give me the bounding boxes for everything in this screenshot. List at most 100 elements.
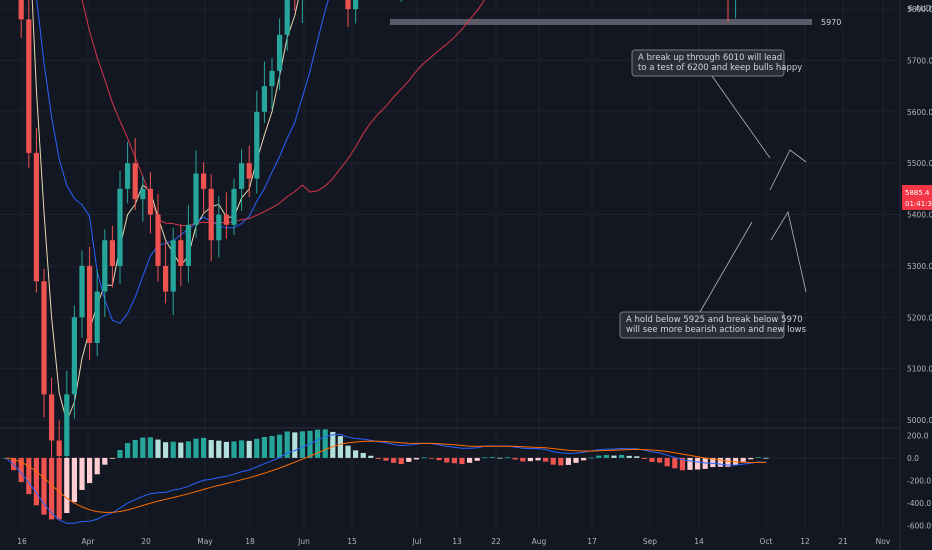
candle-body [353, 0, 359, 10]
macd-histogram-bar [79, 457, 85, 490]
macd-histogram-bar [102, 457, 108, 465]
macd-histogram-bar [155, 439, 161, 458]
price-tag-bg [902, 185, 932, 210]
countdown-timer: 01:41:39 [905, 200, 932, 208]
candle-body [284, 0, 290, 35]
candle-body [64, 394, 70, 456]
macd-histogram-bar [239, 440, 245, 458]
moving-average-line [36, 0, 329, 324]
macd-histogram-bar [611, 455, 617, 458]
candle-body [26, 19, 32, 153]
macd-histogram-bar [596, 455, 602, 458]
time-tick-label: Oct [760, 537, 773, 546]
macd-histogram-bar [185, 441, 191, 458]
macd-histogram-bar [657, 457, 663, 463]
macd-histogram-bar [345, 445, 351, 458]
callout-line-top [711, 75, 771, 159]
macd-tick-label: -200.0 [907, 476, 931, 485]
macd-histogram-bar [125, 443, 131, 458]
callout-line-bottom [699, 221, 753, 313]
candle-body [155, 214, 161, 266]
candle-body [56, 440, 62, 456]
macd-histogram-bar [375, 457, 381, 459]
time-tick-label: 17 [587, 537, 597, 546]
price-tick-label: 5100.0 [907, 365, 932, 374]
current-price-value: 5885.4 [905, 189, 930, 197]
macd-histogram-bar [223, 441, 229, 458]
macd-histogram-bar [543, 457, 549, 462]
macd-histogram-bar [64, 457, 70, 513]
macd-histogram-bar [330, 431, 336, 458]
candle-body [178, 240, 184, 266]
macd-histogram-bar [26, 457, 32, 495]
macd-histogram-bar [626, 455, 632, 458]
macd-histogram-bar [619, 454, 625, 458]
macd-histogram-bar [755, 457, 761, 458]
macd-histogram-bar [520, 457, 526, 462]
macd-histogram-bar [284, 431, 290, 458]
macd-histogram-bar [322, 429, 328, 458]
price-tick-label: 5200.0 [907, 313, 932, 322]
macd-histogram-bar [664, 457, 670, 467]
price-tick-label: 5300.0 [907, 262, 932, 271]
candle-body [125, 163, 131, 189]
support-resistance-zones: 620060105970 [390, 18, 841, 27]
candle-body [163, 265, 169, 292]
currency-code: AUD [915, 4, 932, 13]
macd-histogram-bar [489, 457, 495, 458]
macd-histogram-bar [398, 457, 404, 465]
candle-body [254, 111, 260, 179]
macd-histogram-bar [436, 457, 442, 461]
candle-body [170, 240, 176, 292]
time-tick-label: Jun [297, 537, 310, 546]
macd-histogram-bar [140, 437, 146, 458]
annotation-box [619, 311, 785, 339]
macd-histogram-bar [33, 457, 39, 506]
macd-histogram-bar [353, 450, 359, 458]
macd-histogram-bar [512, 457, 518, 460]
price-tick-label: 5500.0 [907, 159, 932, 168]
macd-histogram-bar [254, 438, 260, 458]
macd-histogram-bar [558, 457, 564, 466]
candle-body [201, 173, 207, 189]
candle-body [117, 188, 123, 266]
candle-body [208, 188, 214, 241]
macd-histogram-bar [550, 457, 556, 465]
macd-histogram-bar [360, 452, 366, 458]
macd-histogram-bar [246, 440, 252, 458]
macd-tick-label: 200.0 [907, 431, 929, 440]
candle-body [33, 152, 39, 282]
annotation-text: A hold below 5925 and break below 5970 [626, 315, 803, 325]
macd-histogram-bar [292, 432, 298, 458]
candle-body [87, 265, 93, 343]
macd-histogram-bar [740, 457, 746, 462]
macd-histogram-bar [261, 437, 267, 458]
bull-path-arrow [769, 149, 807, 191]
annotation-text: A break up through 6010 will lead [638, 53, 782, 63]
candle-body [147, 188, 153, 215]
macd-histogram-bar [641, 457, 647, 460]
macd-histogram-bar [497, 457, 503, 459]
annotation-text: to a test of 6200 and keep bulls happy [638, 63, 802, 73]
candle-body [231, 188, 237, 225]
macd-tick-label: 0.0 [907, 454, 919, 463]
candle-body [246, 163, 252, 179]
macd-histogram-bar [581, 457, 587, 461]
macd-histogram-bar [18, 457, 24, 483]
macd-histogram-bar [505, 457, 511, 459]
macd-histogram-bar [588, 457, 594, 459]
currency-label: 6 AUD [908, 4, 932, 13]
macd-histogram-bar [474, 457, 480, 461]
time-tick-label: May [197, 537, 213, 546]
macd-tick-label: -600.0 [907, 521, 931, 530]
price-tick-label: 5800.0 [907, 5, 932, 14]
macd-histogram-bar [429, 457, 435, 459]
macd-histogram-bar [421, 457, 427, 459]
candle-body [193, 173, 199, 225]
macd-histogram-bar [109, 457, 115, 459]
macd-histogram-bar [368, 455, 374, 458]
macd-histogram-bar [94, 457, 100, 475]
macd-histogram-bar [535, 457, 541, 461]
